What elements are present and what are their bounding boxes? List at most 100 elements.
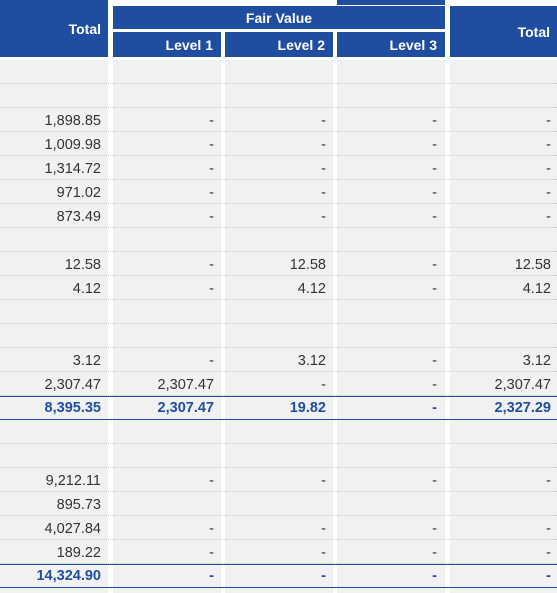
table-body: 1,898.85- - - -1,009.98- - - -1,314.72- - - -971.… [0,60,557,588]
cell-fair-total: - [546,113,551,129]
cell-fair-total: - [546,209,551,225]
table-row: 189.22 - - - - [0,540,557,564]
table-row [0,228,557,252]
cell-level1: - [209,568,214,584]
cell-level2: 12.58 [289,257,326,273]
table-row: 2,307.47 2,307.47 - - 2,307.47 [0,372,557,396]
cell-level3: - [432,377,437,393]
table-row: 971.02 - - - - [0,180,557,204]
table-row: 9,212.11 - - - - [0,468,557,492]
cell-level1: - [209,545,214,561]
cell-total [0,60,108,84]
column-background-level1 [113,60,221,593]
cell-level3: - [432,257,437,273]
column-background-fair-total [450,60,557,593]
cell-level3 [337,444,445,468]
cell-total: 9,212.11 [45,473,101,489]
cell-total: 971.02 [56,185,101,201]
cell-level3: - [432,353,437,369]
cell-level3 [337,492,445,516]
cell-fair-total [450,60,557,84]
cell-level1: - [209,185,214,201]
cell-level3 [337,60,445,84]
table-row [0,324,557,348]
cell-fair-total: 4.12 [522,281,551,297]
cell-level2: - [321,377,326,393]
cell-level3: - [432,137,437,153]
cell-fair-total [450,300,557,324]
cell-level3: - [432,473,437,489]
cell-level3 [337,84,445,108]
header-level-3: Level 3 [337,32,445,57]
cell-level1: - [209,473,214,489]
cell-level3: - [432,400,437,416]
cell-total: 3.12 [72,353,101,369]
cell-total: 14,324.90 [36,568,101,584]
header-level-2: Level 2 [225,32,333,57]
table-row [0,444,557,468]
cell-total [0,84,108,108]
cell-level1: - [209,161,214,177]
cell-total: 895.73 [56,497,101,513]
table-row: 1,898.85 - - - - [0,108,557,132]
cell-level1: - [209,353,214,369]
cell-total: 12.58 [64,257,101,273]
cell-level1 [113,300,221,324]
cell-level1 [113,420,221,444]
total-row: 14,324.90 - - - - [0,564,557,588]
header-fair-value: Fair Value [113,6,445,29]
cell-level2 [225,300,333,324]
cell-level1: - [209,257,214,273]
cell-level3: - [432,521,437,537]
cell-level2 [225,84,333,108]
cell-level2: - [321,209,326,225]
table-row: 1,009.98 - - - - [0,132,557,156]
cell-level1: 2,307.47 [157,377,214,393]
cell-fair-total: - [546,161,551,177]
cell-level2: - [321,161,326,177]
column-background-total [0,60,108,593]
column-background-level2 [225,60,333,593]
cell-total [0,324,108,348]
cell-level3: - [432,113,437,129]
header-total-carrying: Total [0,0,108,57]
cell-fair-total: - [546,568,551,584]
cell-level3: - [432,161,437,177]
cell-level1 [113,444,221,468]
cell-level3: - [432,209,437,225]
cell-total: 4.12 [72,281,101,297]
cell-level2: 4.12 [297,281,326,297]
cell-total: 1,009.98 [44,137,101,153]
table-row: 873.49 - - - - [0,204,557,228]
cell-fair-total [450,84,557,108]
cell-level3 [337,420,445,444]
cell-level2: - [321,113,326,129]
table-row: 4,027.84 - - - - [0,516,557,540]
cell-total: 873.49 [56,209,101,225]
cell-total [0,300,108,324]
column-background-level3 [337,60,445,593]
cell-fair-total [450,324,557,348]
cell-total: 1,898.85 [44,113,101,129]
header-level-1: Level 1 [113,32,221,57]
table-row [0,60,557,84]
cell-fair-total: - [546,521,551,537]
cell-level2 [225,492,333,516]
cell-level1 [113,228,221,252]
cell-fair-total: - [546,473,551,489]
cell-level3: - [432,185,437,201]
cell-fair-total [450,420,557,444]
cell-total: 8,395.35 [44,400,101,416]
cell-level2: - [321,568,326,584]
cell-fair-total: - [546,545,551,561]
cell-total [0,444,108,468]
cell-level2: 3.12 [297,353,326,369]
cell-level2 [225,324,333,348]
total-row: 8,395.35 2,307.47 19.82 - 2,327.29 [0,396,557,420]
cell-level2: - [321,137,326,153]
cell-total [0,228,108,252]
cell-level2: - [321,521,326,537]
cell-level1 [113,60,221,84]
cell-level1: - [209,521,214,537]
